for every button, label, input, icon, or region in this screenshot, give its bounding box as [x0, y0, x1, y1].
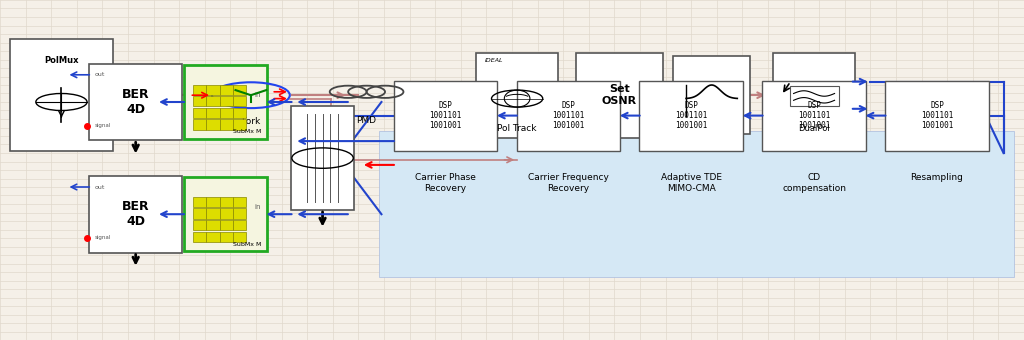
FancyBboxPatch shape	[674, 56, 750, 134]
Text: Carrier Frequency
Recovery: Carrier Frequency Recovery	[528, 173, 608, 193]
Text: Adaptive TDE
MIMO-CMA: Adaptive TDE MIMO-CMA	[660, 173, 722, 193]
FancyBboxPatch shape	[193, 119, 207, 130]
Text: BER
4D: BER 4D	[122, 200, 150, 228]
Text: PolMux: PolMux	[44, 56, 79, 65]
FancyBboxPatch shape	[233, 108, 247, 118]
FancyBboxPatch shape	[89, 176, 182, 253]
Text: signal: signal	[94, 236, 111, 240]
FancyBboxPatch shape	[207, 232, 220, 242]
Text: out: out	[94, 72, 104, 77]
FancyBboxPatch shape	[184, 65, 266, 139]
Text: IDEAL: IDEAL	[484, 58, 503, 63]
Text: DSP
1001101
1001001: DSP 1001101 1001001	[798, 101, 830, 131]
Text: out: out	[94, 185, 104, 189]
FancyBboxPatch shape	[207, 96, 220, 106]
FancyBboxPatch shape	[207, 220, 220, 230]
FancyBboxPatch shape	[207, 197, 220, 207]
FancyBboxPatch shape	[219, 208, 233, 219]
Text: SubMx M: SubMx M	[233, 241, 262, 246]
Text: SubMx M: SubMx M	[233, 129, 262, 134]
FancyBboxPatch shape	[885, 81, 989, 151]
FancyBboxPatch shape	[193, 108, 207, 118]
FancyBboxPatch shape	[233, 232, 247, 242]
FancyBboxPatch shape	[219, 220, 233, 230]
Text: DSP
1001101
1001001: DSP 1001101 1001001	[921, 101, 953, 131]
FancyBboxPatch shape	[219, 119, 233, 130]
FancyBboxPatch shape	[219, 108, 233, 118]
FancyBboxPatch shape	[10, 39, 113, 151]
Text: PMD: PMD	[356, 116, 377, 124]
Text: signal: signal	[94, 123, 111, 128]
Text: Pol Track: Pol Track	[498, 124, 537, 133]
Text: BER
4D: BER 4D	[122, 88, 150, 116]
FancyBboxPatch shape	[193, 197, 207, 207]
FancyBboxPatch shape	[219, 232, 233, 242]
Text: in: in	[254, 204, 260, 210]
FancyBboxPatch shape	[219, 96, 233, 106]
Text: DualPol: DualPol	[798, 124, 830, 133]
FancyBboxPatch shape	[89, 64, 182, 140]
FancyBboxPatch shape	[233, 119, 247, 130]
FancyBboxPatch shape	[207, 119, 220, 130]
FancyBboxPatch shape	[639, 81, 743, 151]
Text: in: in	[254, 92, 260, 98]
Text: Fork: Fork	[242, 117, 260, 126]
Text: Set
OSNR: Set OSNR	[602, 84, 637, 106]
FancyBboxPatch shape	[193, 220, 207, 230]
Text: DSP
1001101
1001001: DSP 1001101 1001001	[552, 101, 585, 131]
FancyBboxPatch shape	[575, 53, 664, 138]
FancyBboxPatch shape	[790, 86, 839, 106]
FancyBboxPatch shape	[291, 106, 354, 210]
FancyBboxPatch shape	[207, 108, 220, 118]
FancyBboxPatch shape	[193, 232, 207, 242]
FancyBboxPatch shape	[476, 53, 558, 138]
FancyBboxPatch shape	[207, 85, 220, 95]
FancyBboxPatch shape	[219, 197, 233, 207]
Text: Carrier Phase
Recovery: Carrier Phase Recovery	[415, 173, 476, 193]
FancyBboxPatch shape	[233, 197, 247, 207]
FancyBboxPatch shape	[233, 96, 247, 106]
FancyBboxPatch shape	[233, 208, 247, 219]
FancyBboxPatch shape	[193, 96, 207, 106]
Text: DSP
1001101
1001001: DSP 1001101 1001001	[675, 101, 708, 131]
Text: Resampling: Resampling	[910, 173, 964, 182]
FancyBboxPatch shape	[207, 208, 220, 219]
FancyBboxPatch shape	[184, 177, 266, 251]
FancyBboxPatch shape	[233, 220, 247, 230]
FancyBboxPatch shape	[762, 81, 866, 151]
FancyBboxPatch shape	[193, 208, 207, 219]
FancyBboxPatch shape	[219, 85, 233, 95]
Text: DSP
1001101
1001001: DSP 1001101 1001001	[429, 101, 462, 131]
FancyBboxPatch shape	[379, 131, 1014, 277]
FancyBboxPatch shape	[233, 85, 247, 95]
FancyBboxPatch shape	[393, 81, 498, 151]
FancyBboxPatch shape	[517, 81, 621, 151]
Text: CD
compensation: CD compensation	[782, 173, 846, 193]
FancyBboxPatch shape	[193, 85, 207, 95]
FancyBboxPatch shape	[773, 53, 855, 138]
